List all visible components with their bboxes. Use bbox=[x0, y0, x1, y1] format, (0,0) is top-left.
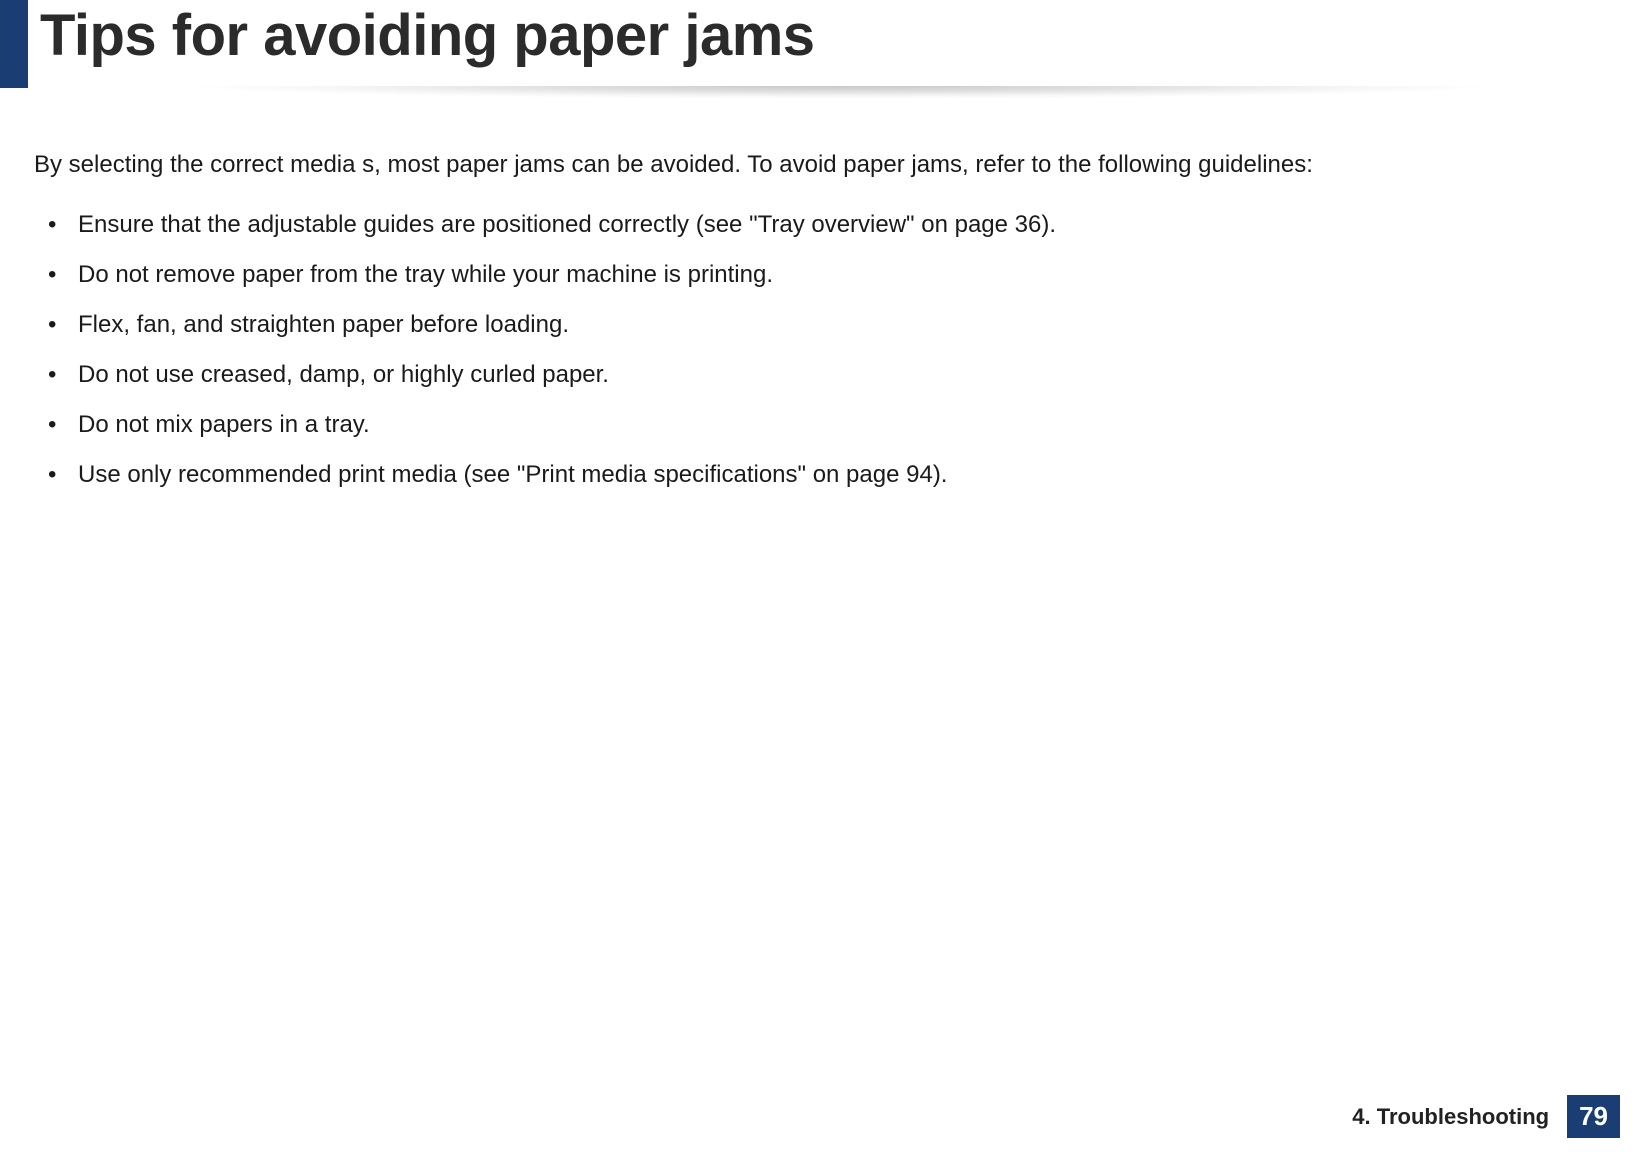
list-item: Ensure that the adjustable guides are po… bbox=[44, 210, 1610, 240]
page-content: By selecting the correct media s, most p… bbox=[0, 98, 1650, 490]
page-title: Tips for avoiding paper jams bbox=[40, 2, 815, 69]
intro-paragraph: By selecting the correct media s, most p… bbox=[34, 150, 1610, 180]
list-item: Use only recommended print media (see "P… bbox=[44, 460, 1610, 490]
list-item: Do not mix papers in a tray. bbox=[44, 410, 1610, 440]
page-footer: 4. Troubleshooting 79 bbox=[1352, 1095, 1620, 1138]
list-item: Do not remove paper from the tray while … bbox=[44, 260, 1610, 290]
tips-list: Ensure that the adjustable guides are po… bbox=[34, 210, 1610, 490]
footer-page-number: 79 bbox=[1567, 1095, 1620, 1138]
list-item: Flex, fan, and straighten paper before l… bbox=[44, 310, 1610, 340]
footer-section-label: 4. Troubleshooting bbox=[1352, 1104, 1549, 1130]
list-item: Do not use creased, damp, or highly curl… bbox=[44, 360, 1610, 390]
header-accent-bar bbox=[0, 0, 28, 88]
page-header: Tips for avoiding paper jams bbox=[0, 0, 1650, 98]
